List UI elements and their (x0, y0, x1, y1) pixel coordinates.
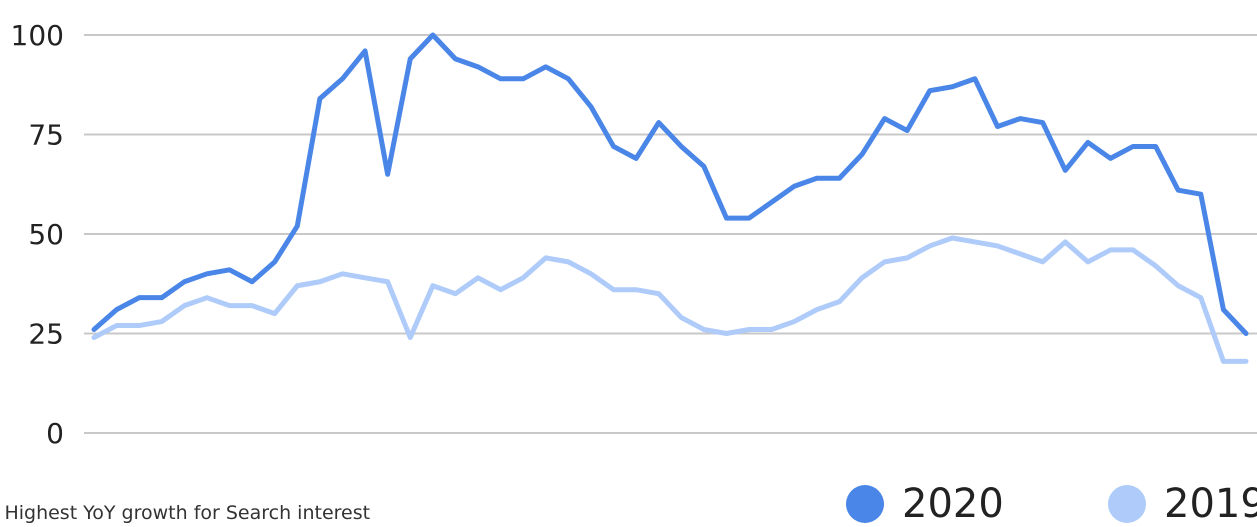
legend-item-2019: 2019 (1108, 484, 1257, 524)
y-tick-label-100: 100 (11, 19, 64, 52)
legend-label-2020: 2020 (902, 481, 1004, 527)
y-tick-label-50: 50 (28, 218, 64, 251)
gridlines (84, 34, 1257, 434)
series-line-2019 (91, 235, 1249, 364)
series-line-2020 (91, 32, 1249, 336)
legend-label-2019: 2019 (1164, 481, 1257, 527)
legend-swatch-2019 (1108, 485, 1146, 523)
y-tick-labels: 0 25 50 75 100 (11, 19, 64, 450)
legend-item-2020: 2020 (846, 484, 1004, 524)
y-tick-label-75: 75 (28, 119, 64, 152)
series-lines (91, 32, 1249, 364)
y-tick-label-25: 25 (28, 318, 64, 351)
legend-swatch-2020 (846, 485, 884, 523)
chart-footnote: : Highest YoY growth for Search interest (0, 502, 371, 524)
y-tick-label-0: 0 (46, 417, 64, 450)
